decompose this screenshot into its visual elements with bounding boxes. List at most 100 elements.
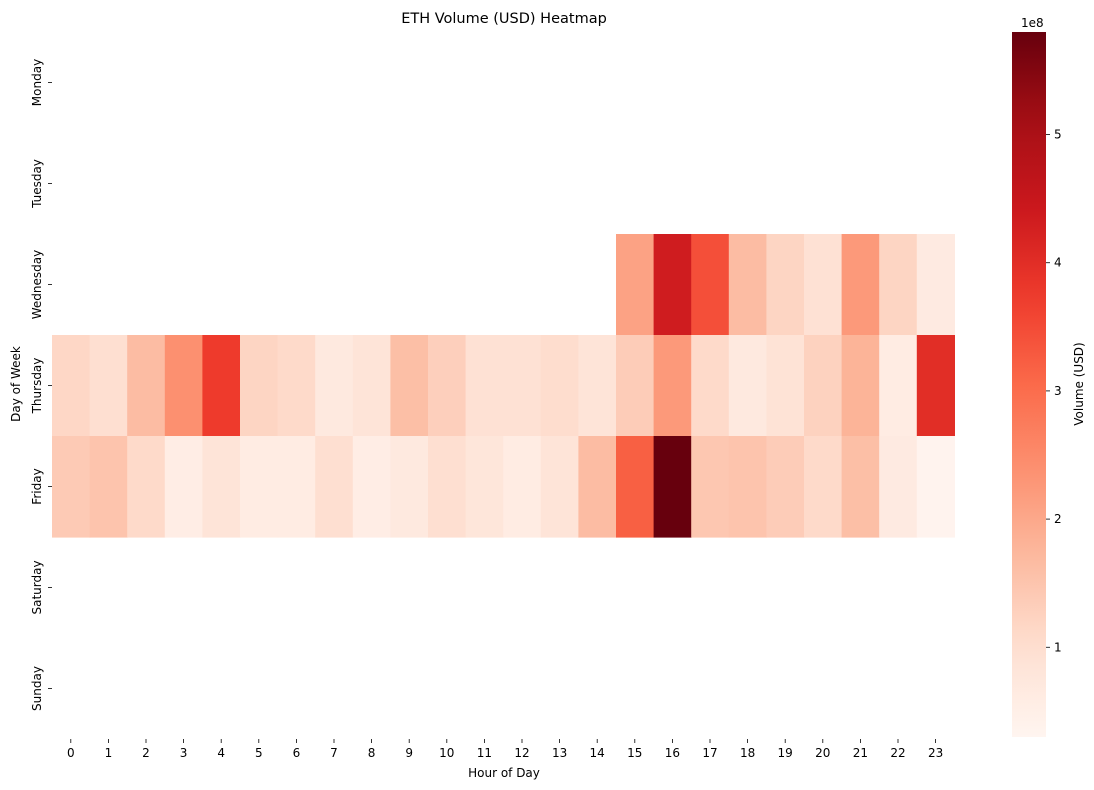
y-tick-label: Friday (30, 468, 44, 504)
heatmap-cell (127, 335, 166, 437)
x-axis: 0 1 2 3 4 5 6 7 8 9 10 11 12 13 14 15 16 17 18 19 20 21 22 23 (67, 739, 943, 760)
heatmap-cell (804, 234, 843, 336)
heatmap-cell (428, 436, 467, 538)
y-tick-label: Sunday (30, 666, 44, 711)
x-tick-label: 12 (514, 746, 529, 760)
colorbar-label: Volume (USD) (1072, 342, 1086, 425)
x-tick-label: 23 (928, 746, 943, 760)
x-tick-label: 17 (702, 746, 717, 760)
heatmap-cell (879, 436, 918, 538)
heatmap-cell (315, 335, 354, 437)
x-tick-label: 22 (890, 746, 905, 760)
colorbar-ticks: 1 2 3 4 5 (1046, 128, 1062, 654)
heatmap-cell (390, 436, 429, 538)
heatmap-cell (728, 335, 767, 437)
x-tick-label: 15 (627, 746, 642, 760)
heatmap-cell (691, 234, 730, 336)
x-tick-label: 5 (255, 746, 263, 760)
x-tick-label: 14 (590, 746, 605, 760)
heatmap-cell (503, 335, 542, 437)
x-tick-label: 11 (477, 746, 492, 760)
x-tick-label: 10 (439, 746, 454, 760)
heatmap-cell (691, 335, 730, 437)
heatmap-cell (578, 335, 617, 437)
heatmap-cell (202, 335, 241, 437)
heatmap-cells (52, 234, 955, 538)
heatmap-cell (841, 234, 880, 336)
heatmap-cell (465, 436, 504, 538)
y-axis-label: Day of Week (9, 346, 23, 422)
heatmap-cell (390, 335, 429, 437)
x-tick-label: 13 (552, 746, 567, 760)
heatmap-cell (728, 436, 767, 538)
heatmap-cell (841, 335, 880, 437)
x-tick-label: 8 (368, 746, 376, 760)
heatmap-cell (164, 436, 203, 538)
x-tick-label: 21 (853, 746, 868, 760)
x-tick-label: 0 (67, 746, 75, 760)
heatmap-cell (89, 436, 128, 538)
x-tick-label: 4 (217, 746, 225, 760)
heatmap-cell (916, 436, 955, 538)
x-tick-label: 16 (665, 746, 680, 760)
heatmap-cell (616, 234, 655, 336)
heatmap-cell (879, 335, 918, 437)
heatmap-cell (804, 335, 843, 437)
chart-title: ETH Volume (USD) Heatmap (401, 11, 607, 27)
heatmap-cell (52, 335, 91, 437)
x-tick-label: 3 (180, 746, 188, 760)
colorbar-tick-label: 3 (1054, 384, 1062, 398)
heatmap-cell (653, 234, 692, 336)
heatmap-cell (89, 335, 128, 437)
y-tick-label: Saturday (30, 560, 44, 614)
x-tick-label: 20 (815, 746, 830, 760)
heatmap-cell (616, 436, 655, 538)
heatmap-cell (691, 436, 730, 538)
heatmap-cell (916, 335, 955, 437)
heatmap-cell (616, 335, 655, 437)
heatmap-cell (240, 436, 279, 538)
y-tick-label: Wednesday (30, 250, 44, 319)
heatmap-cell (540, 335, 579, 437)
heatmap-cell (578, 436, 617, 538)
x-axis-label: Hour of Day (468, 766, 540, 780)
heatmap-cell (127, 436, 166, 538)
y-tick-label: Monday (30, 59, 44, 106)
heatmap-cell (202, 436, 241, 538)
heatmap-cell (653, 436, 692, 538)
heatmap-cell (728, 234, 767, 336)
colorbar-offset-text: 1e8 (1021, 16, 1044, 30)
heatmap-cell (653, 335, 692, 437)
y-tick-label: Thursday (30, 358, 44, 415)
colorbar: 1 2 3 4 5 1e8 Volume (USD) (1012, 16, 1086, 737)
x-tick-label: 2 (142, 746, 150, 760)
y-tick-label: Tuesday (30, 159, 44, 209)
colorbar-tick-label: 1 (1054, 640, 1062, 654)
heatmap-cell (503, 436, 542, 538)
heatmap-cell (164, 335, 203, 437)
heatmap-cell (428, 335, 467, 437)
heatmap-cell (465, 335, 504, 437)
heatmap-cell (540, 436, 579, 538)
heatmap-cell (352, 335, 391, 437)
heatmap-cell (352, 436, 391, 538)
heatmap-cell (277, 335, 316, 437)
heatmap-cell (766, 436, 805, 538)
heatmap-cell (52, 436, 91, 538)
heatmap-cell (804, 436, 843, 538)
colorbar-tick-label: 2 (1054, 512, 1062, 526)
heatmap-cell (315, 436, 354, 538)
x-tick-label: 1 (105, 746, 113, 760)
heatmap-cell (841, 436, 880, 538)
colorbar-tick-label: 4 (1054, 256, 1062, 270)
x-tick-label: 6 (293, 746, 301, 760)
x-tick-label: 9 (405, 746, 413, 760)
heatmap-cell (240, 335, 279, 437)
colorbar-gradient (1012, 32, 1046, 737)
heatmap-cell (766, 335, 805, 437)
heatmap-cell (916, 234, 955, 336)
x-tick-label: 18 (740, 746, 755, 760)
y-axis: Monday Tuesday Wednesday Thursday Friday Satu… (30, 59, 52, 711)
